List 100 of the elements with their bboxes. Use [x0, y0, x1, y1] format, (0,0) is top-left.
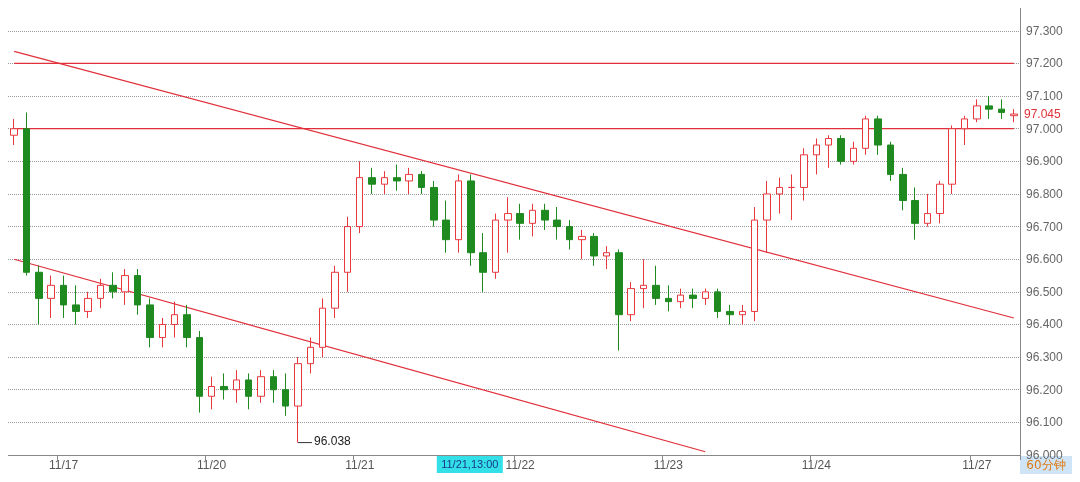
candlestick	[344, 216, 351, 293]
candlestick	[381, 170, 388, 195]
candlestick	[850, 141, 857, 166]
y-tick-label: 97.200	[1026, 56, 1064, 71]
candlestick	[887, 141, 894, 182]
candlestick	[208, 376, 215, 410]
candlestick	[183, 304, 191, 348]
candlestick	[97, 278, 104, 309]
candlestick	[640, 258, 647, 309]
candlestick	[35, 265, 43, 325]
x-tick-label: 11/17	[48, 458, 79, 472]
candlestick	[442, 200, 450, 254]
candlestick	[837, 134, 845, 166]
candlestick	[492, 213, 499, 280]
candlestick	[726, 304, 734, 325]
candlestick	[121, 268, 129, 306]
candlestick	[47, 275, 55, 319]
candlestick	[245, 372, 252, 410]
y-tick-label: 96.600	[1026, 252, 1064, 267]
candlestick	[973, 98, 981, 123]
y-tick-label: 96.500	[1026, 284, 1064, 299]
candlestick	[689, 288, 697, 309]
candlestick	[590, 232, 598, 267]
candlestick	[134, 268, 141, 316]
y-tick-label: 96.400	[1026, 317, 1064, 332]
candlestick	[23, 111, 30, 277]
candlestick	[60, 275, 67, 319]
candlestick	[714, 288, 721, 319]
candlestick	[233, 369, 240, 404]
candlestick	[566, 219, 573, 250]
candlestick	[393, 164, 401, 192]
candlestick	[455, 173, 462, 254]
candlestick	[899, 167, 907, 211]
candlestick	[319, 297, 326, 358]
candlestick	[356, 160, 363, 234]
candlestick	[985, 95, 993, 120]
candlestick	[257, 369, 265, 404]
y-tick-label: 97.300	[1026, 23, 1064, 38]
candlestick	[171, 301, 178, 339]
candlestick	[270, 369, 277, 404]
candlestick	[911, 186, 919, 241]
y-tick-label: 96.200	[1026, 382, 1064, 397]
candlestick	[146, 297, 154, 348]
y-tick-label: 96.800	[1026, 186, 1064, 201]
candlestick	[800, 147, 808, 201]
candlestick	[1010, 108, 1018, 123]
candlestick	[739, 304, 746, 325]
x-tick-label: 11/27	[962, 458, 992, 472]
candlestick	[627, 281, 635, 322]
candlestick	[652, 265, 660, 306]
candlestick	[776, 177, 783, 215]
candlestick	[578, 229, 586, 260]
candlestick	[307, 337, 314, 374]
x-tick-label: 11/21	[345, 458, 375, 472]
candlestick	[368, 167, 376, 195]
candlestick	[430, 180, 438, 228]
candlestick	[84, 291, 92, 319]
x-tick-label: 11/22	[505, 458, 536, 472]
x-tick-label: 11/24	[801, 458, 832, 472]
candlestick	[220, 372, 228, 401]
candlestick	[665, 284, 672, 312]
candlestick	[529, 203, 536, 237]
text: 97.045	[1024, 107, 1062, 122]
candlestick	[159, 317, 166, 348]
candlestick	[196, 330, 203, 414]
y-tick-label: 97.000	[1026, 121, 1064, 136]
candlestick	[405, 167, 413, 195]
candlestick	[504, 196, 512, 254]
candlestick	[763, 180, 771, 254]
candlestick	[541, 203, 549, 231]
candlestick	[998, 98, 1005, 120]
candlestick	[516, 203, 524, 241]
candlestick	[109, 271, 117, 299]
x-tick-label: 11/20	[197, 458, 227, 472]
candlestick	[331, 265, 339, 319]
candlestick	[677, 288, 684, 309]
annotation: 96.038	[314, 433, 352, 448]
candlestick	[294, 356, 302, 444]
y-tick-label: 96.700	[1026, 219, 1064, 234]
candlestick	[936, 180, 944, 224]
candlestick	[479, 232, 487, 293]
candlestick	[788, 173, 795, 221]
candlestick	[72, 284, 80, 325]
candlestick	[825, 134, 832, 169]
y-tick-label: 97.100	[1026, 89, 1064, 104]
candlestick	[813, 138, 820, 175]
x-tick-label: 11/23	[653, 458, 684, 472]
candlestick	[553, 206, 561, 241]
text: 11/21,13:00	[441, 458, 499, 470]
candlestick	[418, 170, 425, 195]
candlestick	[615, 248, 623, 352]
y-tick-label: 96.900	[1026, 154, 1064, 169]
candlestick	[282, 372, 289, 417]
candlestick	[702, 288, 709, 306]
y-tick-label: 96.300	[1026, 350, 1064, 365]
y-tick-label: 96.100	[1026, 415, 1064, 430]
candlestick	[467, 173, 475, 267]
candlestick	[603, 245, 610, 270]
candlestick	[874, 115, 882, 156]
candlestick	[924, 193, 931, 228]
